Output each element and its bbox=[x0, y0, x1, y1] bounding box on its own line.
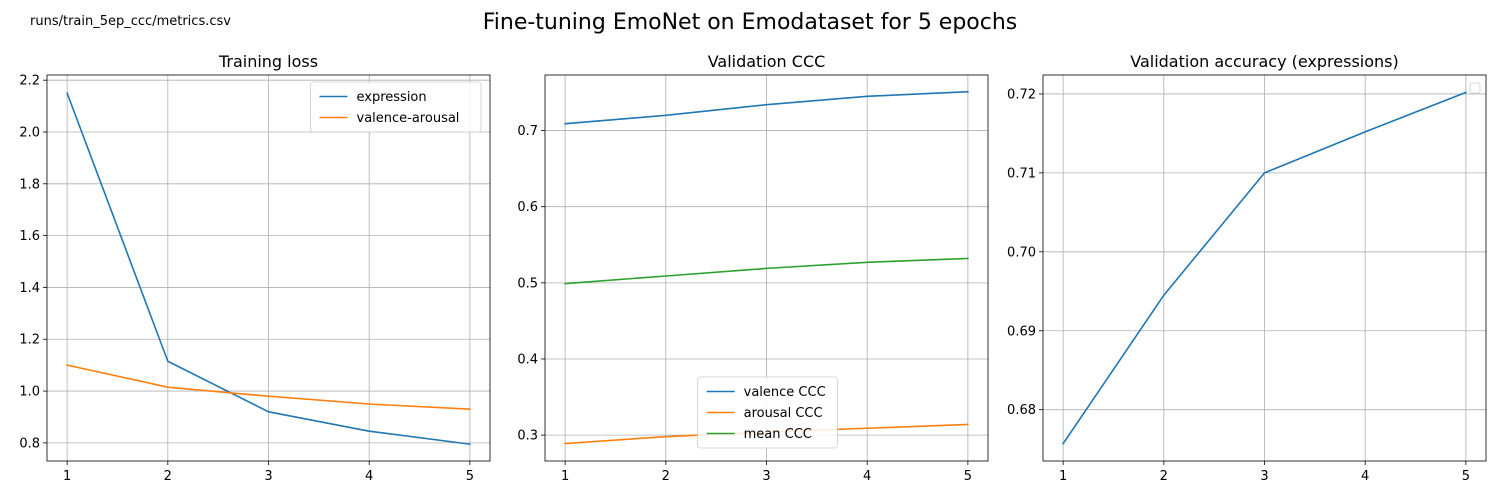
series-line-expression bbox=[66, 92, 471, 446]
legend-label: mean CCC bbox=[744, 427, 812, 442]
x-tick-label: 2 bbox=[662, 469, 670, 484]
axes-title: Training loss bbox=[218, 52, 318, 71]
y-tick-label: 1.8 bbox=[19, 177, 40, 192]
chart-acc: 1 2 3 4 5 0.68 0.69 0.70 0.71 0.72 Validation accu… bbox=[1007, 52, 1487, 484]
y-tick-label: 0.3 bbox=[517, 429, 538, 444]
x-tick-label: 1 bbox=[561, 469, 569, 484]
y-tick-label: 0.4 bbox=[517, 352, 538, 367]
x-tick-label: 3 bbox=[762, 469, 770, 484]
x-tick-label: 5 bbox=[466, 469, 474, 484]
series-line-mean-ccc bbox=[564, 257, 969, 285]
chart-loss: 1 2 3 4 5 0.8 1.0 1.2 1.4 1.6 1.8 2.0 2.2 Training lo… bbox=[19, 52, 491, 484]
series-line-valence-ccc bbox=[564, 90, 969, 125]
legend-label: expression bbox=[357, 90, 427, 105]
legend: valence CCC arousal CCC mean CCC bbox=[697, 376, 838, 449]
series-line-accuracy bbox=[1062, 91, 1467, 445]
y-tick-label: 0.5 bbox=[517, 276, 538, 291]
x-tick-label: 2 bbox=[1160, 469, 1168, 484]
chart-ccc: 1 2 3 4 5 0.3 0.4 0.5 0.6 0.7 Validation CCC valenc… bbox=[517, 52, 989, 484]
legend-box bbox=[310, 81, 482, 133]
x-tick-label: 3 bbox=[264, 469, 272, 484]
y-tick-label: 1.2 bbox=[19, 333, 40, 348]
x-tick-label: 2 bbox=[164, 469, 172, 484]
y-tick-label: 0.68 bbox=[1007, 403, 1036, 418]
x-tick-label: 4 bbox=[365, 469, 373, 484]
x-tick-label: 4 bbox=[863, 469, 871, 484]
y-tick-label: 0.69 bbox=[1007, 324, 1036, 339]
y-tick-label: 0.8 bbox=[19, 436, 40, 451]
source-file-label: runs/train_5ep_ccc/metrics.csv bbox=[30, 14, 231, 29]
y-tick-label: 0.7 bbox=[517, 124, 538, 139]
y-tick-label: 1.0 bbox=[19, 385, 40, 400]
legend-label: valence CCC bbox=[744, 385, 826, 400]
y-tick-label: 0.70 bbox=[1007, 245, 1036, 260]
y-tick-label: 0.6 bbox=[517, 200, 538, 215]
x-tick-label: 5 bbox=[1462, 469, 1470, 484]
x-tick-label: 1 bbox=[63, 469, 71, 484]
y-tick-label: 1.4 bbox=[19, 281, 40, 296]
y-tick-label: 1.6 bbox=[19, 229, 40, 244]
legend-box bbox=[697, 376, 838, 449]
legend-label: valence-arousal bbox=[357, 111, 460, 126]
legend-label: arousal CCC bbox=[744, 406, 823, 421]
x-tick-label: 1 bbox=[1059, 469, 1067, 484]
x-tick-label: 5 bbox=[964, 469, 972, 484]
x-tick-label: 3 bbox=[1260, 469, 1268, 484]
x-tick-label: 4 bbox=[1361, 469, 1369, 484]
axes-title: Validation accuracy (expressions) bbox=[1130, 52, 1399, 71]
y-tick-label: 2.0 bbox=[19, 125, 40, 140]
series-line-valence-arousal bbox=[66, 364, 471, 411]
legend-box bbox=[1469, 82, 1481, 94]
y-tick-label: 0.72 bbox=[1007, 87, 1036, 102]
axes-title: Validation CCC bbox=[708, 52, 826, 71]
chart-panels: 1 2 3 4 5 0.8 1.0 1.2 1.4 1.6 1.8 2.0 2.2 Training lo… bbox=[19, 52, 1487, 484]
legend: expression valence-arousal bbox=[310, 81, 482, 133]
y-tick-label: 0.71 bbox=[1007, 166, 1036, 181]
y-tick-label: 2.2 bbox=[19, 74, 40, 89]
figure-title: Fine-tuning EmoNet on Emodataset for 5 e… bbox=[483, 10, 1018, 35]
